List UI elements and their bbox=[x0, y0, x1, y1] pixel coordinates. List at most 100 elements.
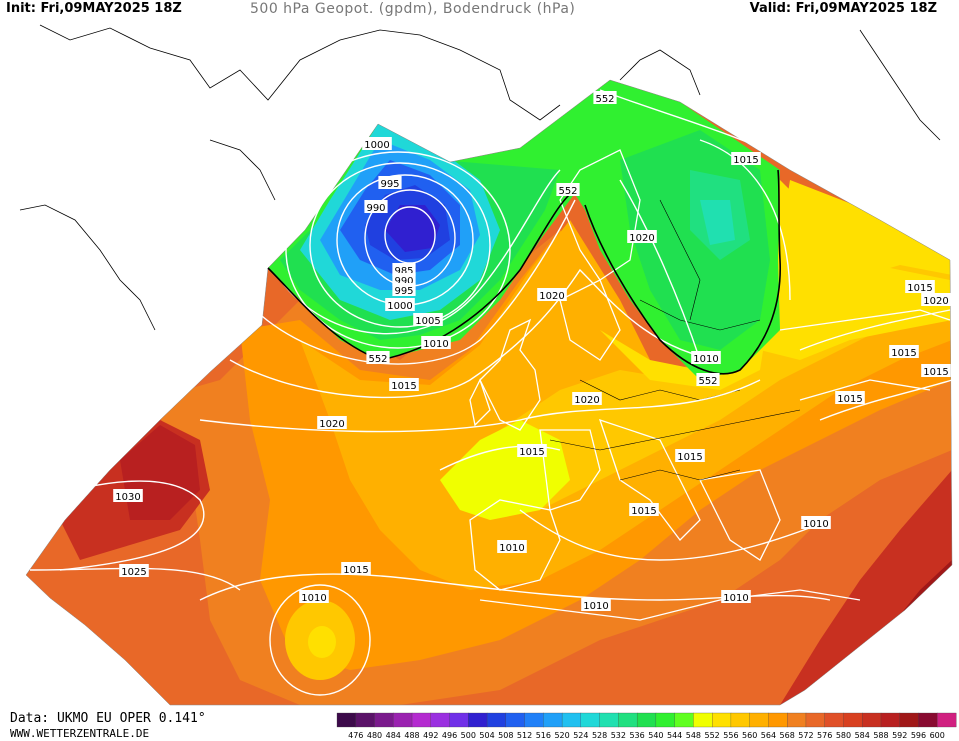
geopot-label-bg bbox=[556, 183, 580, 196]
pressure-label-bg bbox=[413, 313, 443, 326]
legend-level-label: 524 bbox=[573, 731, 588, 740]
legend-level-label: 476 bbox=[348, 731, 363, 740]
valid-time-label: Valid: Fri,09MAY2025 18Z bbox=[749, 1, 937, 16]
legend-swatch bbox=[561, 712, 582, 728]
pressure-label-bg bbox=[721, 590, 751, 603]
legend-level-label: 536 bbox=[629, 731, 644, 740]
legend-swatch bbox=[430, 712, 450, 728]
pressure-labels: 1000995990985990995100010051010101510201… bbox=[113, 137, 951, 612]
pressure-label: 990 bbox=[394, 276, 413, 287]
pressure-label: 1015 bbox=[923, 367, 948, 378]
legend-level-label: 568 bbox=[780, 731, 795, 740]
legend-level-label: 592 bbox=[892, 731, 907, 740]
legend-swatch bbox=[712, 712, 732, 728]
pressure-label: 1010 bbox=[301, 593, 326, 604]
pressure-label-bg bbox=[385, 298, 415, 311]
legend-swatch bbox=[937, 712, 957, 728]
pressure-label: 1020 bbox=[539, 291, 564, 302]
legend-swatch bbox=[636, 712, 657, 728]
pressure-label: 1015 bbox=[733, 155, 758, 166]
pressure-label-bg bbox=[801, 516, 831, 529]
pressure-label-bg bbox=[835, 391, 865, 404]
pressure-label: 1005 bbox=[415, 316, 440, 327]
legend-level-label: 560 bbox=[742, 731, 757, 740]
legend-level-label: 584 bbox=[855, 731, 870, 740]
pressure-label-bg bbox=[389, 378, 419, 391]
legend-level-label: 564 bbox=[761, 731, 776, 740]
pressure-label-bg bbox=[691, 351, 721, 364]
legend-level-label: 548 bbox=[686, 731, 701, 740]
legend-swatch bbox=[524, 712, 544, 728]
legend-swatch bbox=[486, 712, 507, 728]
legend-level-label: 600 bbox=[930, 731, 945, 740]
pressure-label: 1020 bbox=[574, 395, 599, 406]
legend-level-label: 540 bbox=[648, 731, 663, 740]
pressure-label-bg bbox=[675, 449, 705, 462]
legend-level-label: 504 bbox=[479, 731, 494, 740]
pressure-label: 1025 bbox=[121, 567, 146, 578]
pressure-label: 1010 bbox=[423, 339, 448, 350]
pressure-label-bg bbox=[362, 137, 392, 150]
legend-swatch bbox=[693, 712, 713, 728]
legend-swatch bbox=[824, 712, 844, 728]
pressure-label-bg bbox=[421, 336, 451, 349]
legend-level-label: 556 bbox=[723, 731, 738, 740]
legend-level-label: 500 bbox=[461, 731, 476, 740]
pressure-label-bg bbox=[392, 283, 416, 296]
legend-swatch bbox=[918, 712, 938, 728]
legend-level-label: 532 bbox=[611, 731, 626, 740]
pressure-label-bg bbox=[572, 392, 602, 405]
legend-level-label: 544 bbox=[667, 731, 682, 740]
data-source-label: Data: UKMO EU OPER 0.141° bbox=[10, 711, 206, 726]
map-title: 500 hPa Geopot. (gpdm), Bodendruck (hPa) bbox=[250, 1, 576, 17]
legend-level-label: 520 bbox=[554, 731, 569, 740]
europe-coastlines bbox=[469, 149, 951, 621]
pressure-label-bg bbox=[889, 345, 919, 358]
geopot-label: 552 bbox=[368, 354, 387, 365]
website-label: WWW.WETTERZENTRALE.DE bbox=[10, 727, 150, 740]
legend-swatch bbox=[749, 712, 769, 728]
pressure-label-bg bbox=[392, 263, 416, 276]
legend-swatch bbox=[899, 712, 919, 728]
pressure-label: 1015 bbox=[391, 381, 416, 392]
legend-level-label: 512 bbox=[517, 731, 532, 740]
legend-level-label: 508 bbox=[498, 731, 513, 740]
pressure-label: 985 bbox=[394, 266, 413, 277]
pressure-label-bg bbox=[627, 230, 657, 243]
legend-level-label: 580 bbox=[836, 731, 851, 740]
legend-swatch bbox=[730, 712, 751, 728]
legend-level-label: 552 bbox=[705, 731, 720, 740]
legend-swatch bbox=[449, 712, 469, 728]
geopot-label: 552 bbox=[558, 186, 577, 197]
legend-swatch bbox=[468, 712, 488, 728]
pressure-label-bg bbox=[113, 489, 143, 502]
legend-swatch bbox=[355, 712, 375, 728]
weather-map: 1000995990985990995100010051010101510201… bbox=[19, 24, 953, 706]
legend-swatch bbox=[374, 712, 394, 728]
pressure-label-bg bbox=[921, 364, 951, 377]
pressure-label: 1020 bbox=[319, 419, 344, 430]
legend-level-label: 588 bbox=[873, 731, 888, 740]
pressure-label-bg bbox=[317, 416, 347, 429]
legend-swatch bbox=[580, 712, 601, 728]
geopot-label-bg bbox=[366, 351, 390, 364]
outer-coastlines bbox=[19, 24, 941, 331]
legend-swatch bbox=[411, 712, 432, 728]
geopotential-labels: 552 552 552 552 bbox=[366, 91, 720, 387]
legend-level-label: 596 bbox=[911, 731, 926, 740]
pressure-label-bg bbox=[497, 540, 527, 553]
legend-swatch bbox=[843, 712, 863, 728]
pressure-label: 995 bbox=[394, 286, 413, 297]
pressure-label-bg bbox=[299, 590, 329, 603]
pressure-label: 1015 bbox=[891, 348, 916, 359]
geopot-label: 552 bbox=[698, 376, 717, 387]
pressure-label: 1020 bbox=[923, 296, 948, 307]
pressure-label: 1010 bbox=[499, 543, 524, 554]
legend-swatch bbox=[393, 712, 413, 728]
pressure-label-bg bbox=[341, 562, 371, 575]
pressure-label: 1000 bbox=[387, 301, 412, 312]
pressure-label: 1010 bbox=[583, 601, 608, 612]
legend-swatch bbox=[787, 712, 807, 728]
legend-swatch bbox=[655, 712, 676, 728]
